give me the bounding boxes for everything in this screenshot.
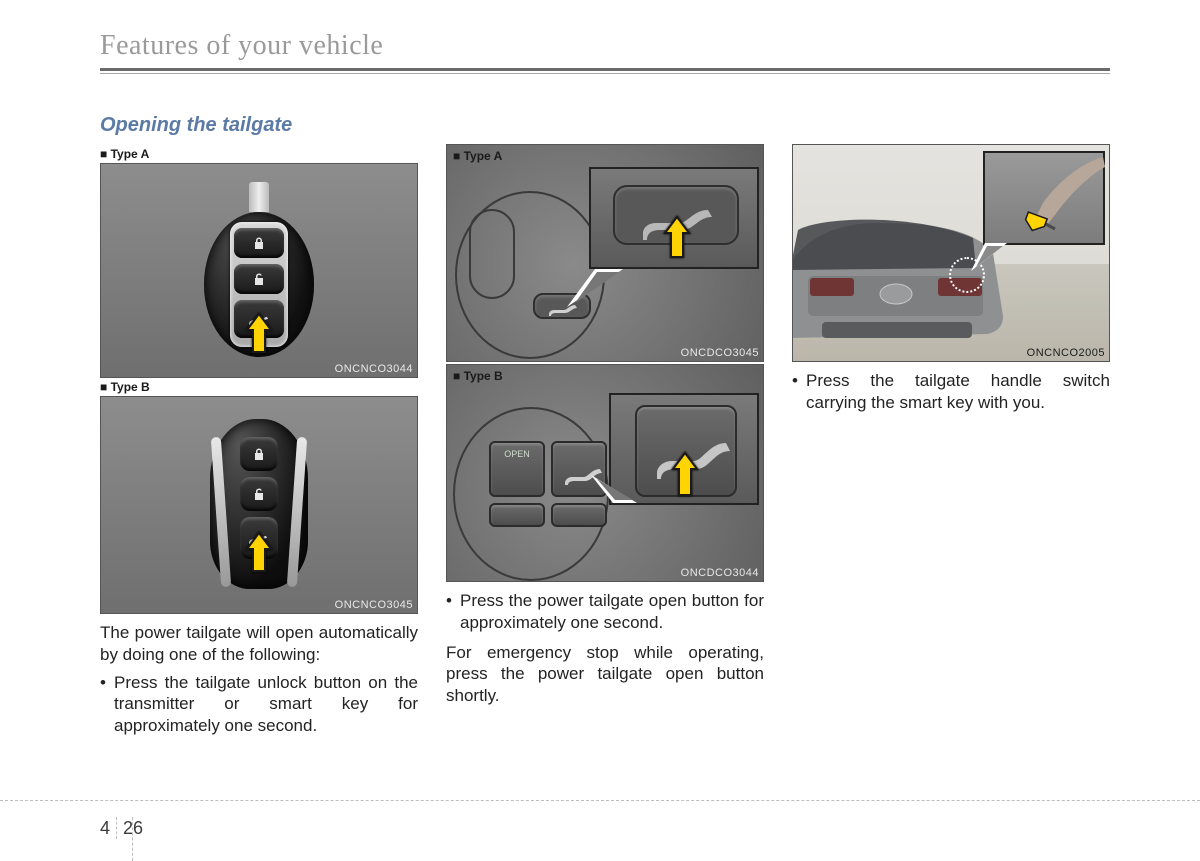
dash-vent	[469, 209, 515, 299]
tailgate-open-icon	[615, 187, 741, 247]
dash-blank-button	[489, 503, 545, 527]
header-rule-thin	[100, 73, 1110, 74]
section-subheading: Opening the tailgate	[100, 114, 418, 137]
figure-type-label-overlay: ■ Type B	[453, 369, 503, 383]
page-number-value: 26	[123, 818, 143, 839]
key-blade	[249, 182, 269, 212]
column-3: ONCNCO2005 • Press the tailgate handle s…	[792, 114, 1110, 737]
figure-keyfob-type-b: ONCNCO3045	[100, 396, 418, 614]
keyfob-b	[210, 419, 308, 589]
figure-dash-button-type-a: ■ Type A	[446, 144, 764, 362]
bullet-text: Press the tailgate handle switch carryin…	[806, 370, 1110, 414]
bullet-marker: •	[100, 672, 114, 737]
keyfob-trim	[211, 437, 231, 587]
callout-leader	[969, 241, 1009, 275]
tailgate-dash-button-enlarged	[635, 405, 737, 497]
page-section-number: 4	[100, 818, 110, 839]
column-1: Opening the tailgate ■ Type A	[100, 114, 418, 737]
figure-keyfob-type-a: ONCNCO3044	[100, 163, 418, 378]
figure-code-label: ONCDCO3045	[681, 347, 759, 359]
figure-code-label: ONCNCO2005	[1027, 347, 1105, 359]
tailgate-open-icon	[246, 310, 272, 328]
unlock-icon	[252, 272, 266, 286]
lock-icon	[252, 447, 266, 461]
lock-button	[234, 228, 284, 258]
dashboard-background: ■ Type A	[447, 145, 763, 361]
unlock-icon	[252, 487, 266, 501]
fuel-door-button: OPEN	[489, 441, 545, 497]
figure-type-label: ■ Type B	[100, 380, 418, 394]
figure-type-label-overlay: ■ Type A	[453, 149, 502, 163]
tailgate-open-icon	[247, 529, 271, 547]
arrow-indicator-icon	[1021, 211, 1049, 233]
bullet-item: • Press the tailgate unlock button on th…	[100, 672, 418, 737]
footer-rule	[0, 800, 1200, 801]
footer-vdash	[132, 817, 133, 861]
keyfob-body	[210, 419, 308, 589]
figure-inset	[589, 167, 759, 269]
bullet-text: Press the power tailgate open button for…	[460, 590, 764, 634]
callout-leader	[589, 473, 639, 523]
figure-vehicle-rear: ONCNCO2005	[792, 144, 1110, 362]
bullet-marker: •	[446, 590, 460, 634]
keyfob-a	[204, 182, 314, 357]
content-columns: Opening the tailgate ■ Type A	[100, 114, 1110, 737]
keyfob-body	[204, 212, 314, 357]
bullet-item: • Press the power tailgate open button f…	[446, 590, 764, 634]
manual-page: Features of your vehicle Opening the tai…	[100, 30, 1110, 737]
tailgate-button	[240, 517, 278, 559]
column-2: ■ Type A	[446, 114, 764, 737]
lock-icon	[252, 236, 266, 250]
tailgate-dash-button-enlarged	[613, 185, 739, 245]
tailgate-button	[234, 300, 284, 338]
unlock-button	[234, 264, 284, 294]
lock-button	[240, 437, 278, 471]
figure-dash-button-type-b: ■ Type B OPEN	[446, 364, 764, 582]
bullet-item: • Press the tailgate handle switch carry…	[792, 370, 1110, 414]
paragraph: The power tailgate will open automatical…	[100, 622, 418, 666]
dashboard-background: ■ Type B OPEN	[447, 365, 763, 581]
bullet-marker: •	[792, 370, 806, 414]
paragraph: For emergency stop while operating, pres…	[446, 642, 764, 707]
tailgate-open-icon	[637, 407, 739, 499]
figure-code-label: ONCNCO3045	[335, 599, 413, 611]
page-number-separator	[116, 817, 117, 839]
chapter-title: Features of your vehicle	[100, 30, 1110, 62]
figure-inset	[983, 151, 1105, 245]
header-rule-thick	[100, 68, 1110, 71]
bullet-text: Press the tailgate unlock button on the …	[114, 672, 418, 737]
unlock-button	[240, 477, 278, 511]
keyfob-trim	[287, 437, 307, 587]
figure-type-label: ■ Type A	[100, 147, 418, 161]
page-number: 4 26	[100, 817, 143, 839]
figure-code-label: ONCNCO3044	[335, 363, 413, 375]
callout-leader	[565, 267, 625, 327]
figure-code-label: ONCDCO3044	[681, 567, 759, 579]
